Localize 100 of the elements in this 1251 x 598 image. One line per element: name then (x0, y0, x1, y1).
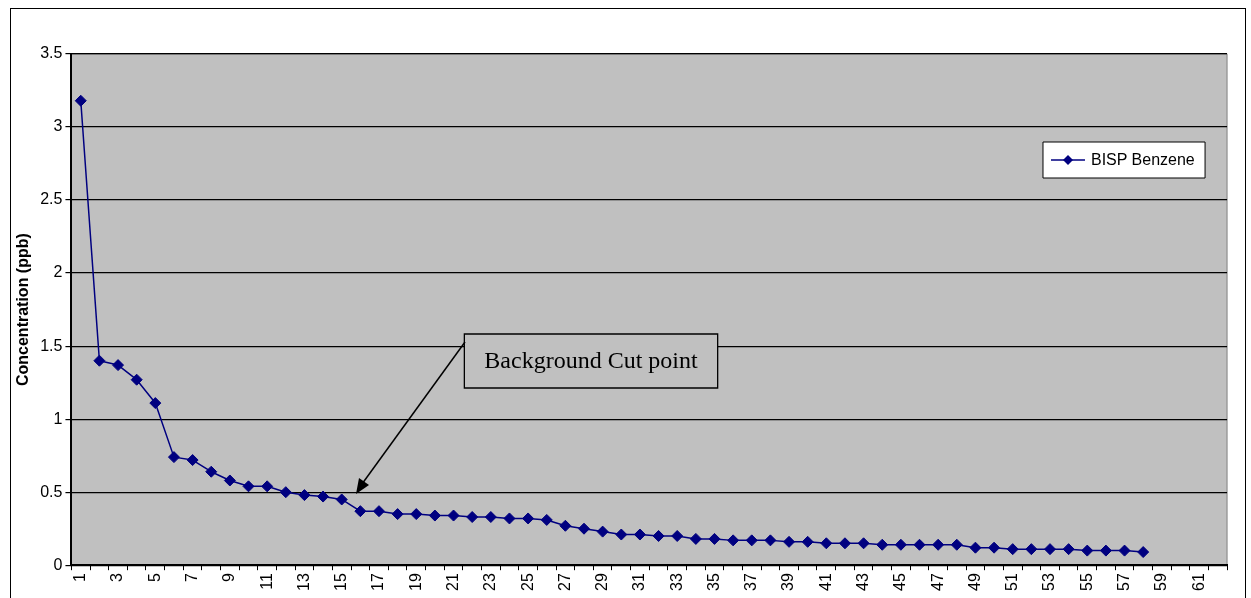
x-tick-label: 11 (257, 573, 275, 590)
point (988, 541, 1001, 554)
point (894, 538, 907, 551)
point (1099, 544, 1112, 557)
point (354, 505, 367, 518)
y-tick-label: 1.5 (40, 336, 63, 354)
x-tick-label: 55 (1077, 573, 1095, 591)
point (876, 538, 889, 551)
point (223, 474, 236, 487)
point (186, 454, 199, 467)
point (522, 512, 535, 525)
point (857, 537, 870, 550)
point (950, 538, 963, 551)
x-tick-label: 53 (1040, 573, 1058, 591)
point (298, 489, 311, 502)
point (112, 359, 125, 372)
point (1043, 543, 1056, 556)
y-tick-label: 3 (53, 117, 63, 135)
point (689, 532, 702, 545)
y-tick-label: 2 (53, 263, 63, 281)
x-tick-label: 47 (928, 573, 946, 591)
point (801, 535, 814, 548)
point (242, 480, 255, 493)
x-tick-label: 27 (555, 573, 573, 591)
point (391, 508, 404, 521)
point (727, 534, 740, 547)
x-tick-label: 29 (593, 573, 611, 591)
point (484, 511, 497, 523)
x-tick-label: 13 (294, 573, 312, 591)
y-tick-label: 0 (53, 555, 63, 573)
y-tick-label: 1 (53, 409, 63, 427)
x-tick-label: 37 (742, 573, 760, 591)
x-tick-label: 45 (891, 573, 909, 591)
annotation: Background Cut point (484, 347, 698, 374)
point (74, 94, 87, 107)
point (167, 451, 180, 464)
x-tick-label: 25 (518, 573, 536, 591)
x-tick-label: 59 (1152, 573, 1170, 591)
point (1137, 546, 1150, 559)
x-tick-label: 1 (71, 573, 89, 583)
x-tick-label: 31 (630, 573, 648, 591)
point (279, 486, 292, 499)
point (466, 511, 479, 523)
point (447, 509, 460, 522)
point (130, 373, 143, 386)
point (1062, 543, 1075, 556)
x-tick-label: 39 (779, 573, 797, 591)
x-tick-label: 51 (1003, 573, 1021, 591)
point (745, 534, 758, 547)
point (1006, 543, 1019, 556)
point (932, 538, 945, 551)
x-tick-label: 17 (369, 573, 387, 591)
point (410, 508, 423, 521)
x-tick-label: 49 (965, 573, 983, 591)
point (1118, 544, 1131, 557)
x-tick-label: 3 (108, 573, 126, 583)
point (1025, 543, 1038, 556)
point (335, 493, 348, 506)
point (261, 480, 274, 493)
x-tick-label: 61 (1189, 573, 1207, 591)
point (559, 519, 572, 532)
point (317, 490, 330, 503)
point (820, 537, 833, 550)
x-tick-label: 15 (332, 573, 350, 591)
point (838, 537, 851, 550)
point (969, 541, 982, 554)
x-tick-label: 23 (481, 573, 499, 591)
x-tick-label: 43 (854, 573, 871, 591)
point (652, 529, 665, 542)
point (540, 513, 553, 526)
point (615, 528, 628, 541)
y-axis-title: Concentration (ppb) (14, 233, 32, 387)
x-tick-label: 21 (443, 573, 461, 591)
point (913, 538, 926, 551)
point (372, 505, 385, 518)
x-tick-label: 7 (183, 573, 200, 583)
x-tick-label: 9 (220, 573, 238, 583)
point (764, 534, 777, 547)
x-tick-label: 5 (145, 573, 163, 583)
point (503, 512, 516, 525)
point (149, 397, 162, 410)
y-tick-label: 3.5 (40, 44, 63, 62)
point (671, 529, 684, 542)
point (633, 528, 646, 541)
y-tick-label: 0.5 (40, 482, 63, 500)
x-tick-label: 41 (816, 573, 834, 591)
y-tick-label: 2.5 (40, 190, 63, 208)
legend-label: BISP Benzene (1090, 151, 1195, 169)
point (428, 509, 441, 522)
x-tick-label: 33 (667, 573, 685, 591)
point (596, 525, 609, 538)
point (1081, 544, 1094, 557)
point (93, 354, 106, 367)
point (708, 532, 721, 545)
x-tick-label: 19 (406, 573, 424, 591)
point (578, 522, 591, 535)
x-tick-label: 35 (704, 573, 722, 591)
point (783, 535, 796, 548)
x-tick-label: 57 (1114, 573, 1132, 591)
point (205, 465, 218, 478)
